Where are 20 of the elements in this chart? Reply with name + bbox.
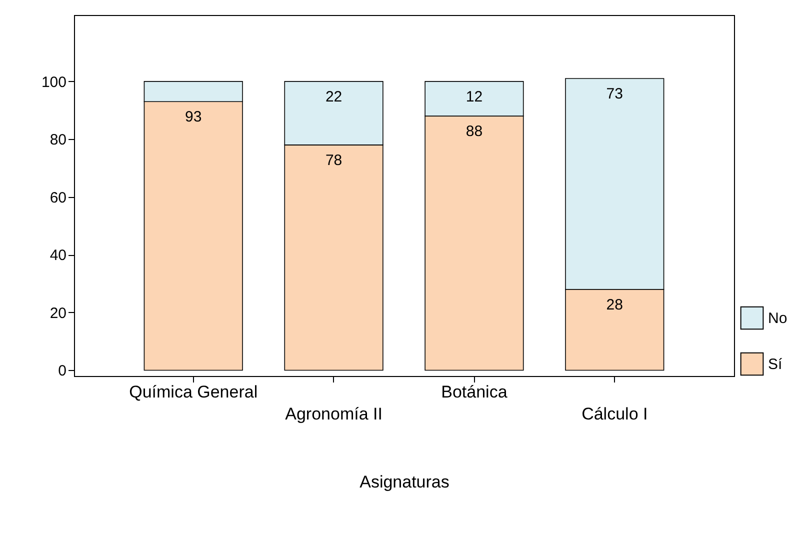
x-axis-title: Asignaturas — [360, 472, 450, 492]
legend-label: No — [768, 310, 788, 327]
data-label: 12 — [466, 88, 483, 106]
x-tick-label: Cálculo I — [582, 404, 648, 424]
x-tick-label: Botánica — [441, 382, 508, 402]
y-tick-label: 80 — [50, 132, 66, 149]
data-label: 93 — [185, 108, 202, 126]
y-tick-label: 20 — [50, 304, 66, 322]
y-tick-label: 0 — [58, 362, 66, 380]
legend-label: Sí — [768, 356, 784, 373]
x-tick-label: Química General — [129, 382, 258, 402]
data-label: 78 — [325, 152, 342, 169]
data-label: 88 — [466, 123, 483, 140]
data-label: 73 — [606, 86, 623, 103]
y-tick-label: 40 — [50, 247, 66, 264]
y-tick-label: 100 — [41, 74, 66, 91]
data-label: 22 — [325, 88, 342, 106]
x-tick-label: Agronomía II — [285, 404, 382, 424]
data-label: 28 — [606, 296, 623, 314]
y-tick-label: 60 — [50, 189, 66, 206]
